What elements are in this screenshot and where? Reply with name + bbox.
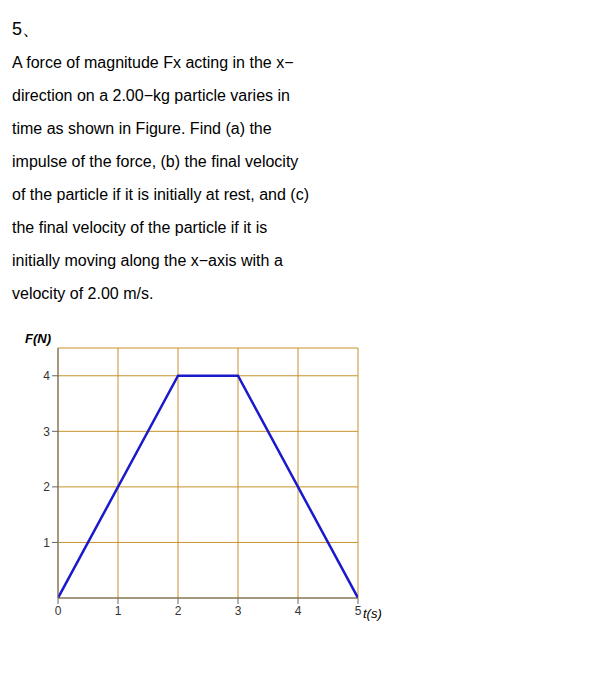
svg-text:1: 1 bbox=[115, 604, 122, 618]
html-text:initially moving along the x−a: initially moving along the x−axis with a bbox=[12, 252, 283, 269]
svg-text:3: 3 bbox=[235, 604, 242, 618]
html-text:the final velocity of the part: the final velocity of the particle if it… bbox=[12, 219, 268, 236]
html-text:direction on a 2.00−kg particl: direction on a 2.00−kg particle varies i… bbox=[12, 87, 290, 104]
html-text:of the particle if it is initi: of the particle if it is initially at re… bbox=[12, 186, 309, 203]
svg-text:0: 0 bbox=[55, 604, 62, 618]
html-text:5、: 5、 bbox=[12, 19, 40, 39]
svg-text:4: 4 bbox=[43, 369, 50, 383]
svg-text:3: 3 bbox=[43, 425, 50, 439]
svg-text:2: 2 bbox=[175, 604, 182, 618]
html-text:time as shown in Figure. Find: time as shown in Figure. Find (a) the bbox=[12, 120, 272, 137]
svg-text:F(N): F(N) bbox=[25, 331, 51, 346]
html-text:A force of magnitude Fx acting: A force of magnitude Fx acting in the x− bbox=[12, 54, 294, 71]
html-text:velocity of 2.00 m/s.: velocity of 2.00 m/s. bbox=[12, 285, 154, 302]
svg-text:4: 4 bbox=[295, 604, 302, 618]
svg-text:t(s): t(s) bbox=[363, 606, 382, 621]
html-text:impulse of the force, (b) the: impulse of the force, (b) the final velo… bbox=[12, 153, 299, 170]
svg-text:2: 2 bbox=[43, 480, 50, 494]
svg-text:1: 1 bbox=[43, 536, 50, 550]
svg-text:5: 5 bbox=[355, 604, 362, 618]
